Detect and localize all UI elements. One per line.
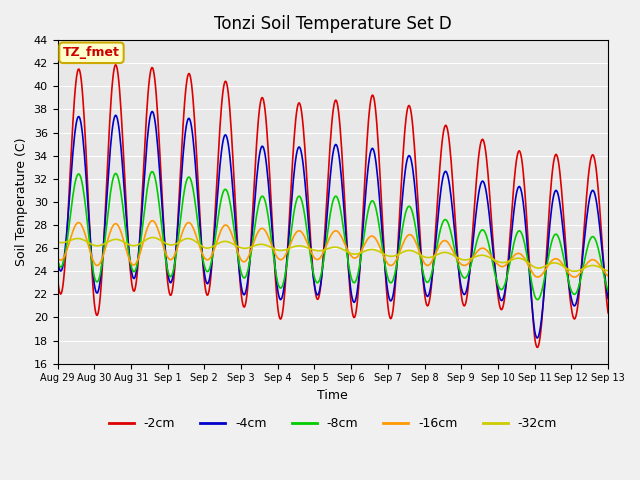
Line: -2cm: -2cm: [58, 65, 608, 348]
-4cm: [206, 274, 214, 279]
-16cm: [177, 234, 185, 240]
-8cm: [120, 215, 128, 220]
-2cm: [604, 310, 612, 316]
Line: -8cm: -8cm: [58, 172, 608, 300]
-8cm: [63, 235, 71, 241]
Title: Tonzi Soil Temperature Set D: Tonzi Soil Temperature Set D: [214, 15, 452, 33]
-4cm: [533, 335, 541, 341]
-32cm: [417, 252, 424, 258]
-8cm: [604, 288, 612, 294]
-8cm: [54, 256, 61, 262]
-8cm: [401, 215, 408, 221]
-4cm: [604, 296, 612, 301]
-8cm: [417, 256, 424, 262]
-16cm: [604, 273, 612, 279]
-2cm: [534, 345, 541, 350]
-16cm: [417, 252, 424, 258]
-16cm: [401, 238, 408, 243]
-32cm: [604, 268, 612, 274]
-16cm: [206, 255, 214, 261]
-32cm: [63, 239, 71, 244]
-4cm: [177, 181, 185, 187]
-2cm: [401, 132, 408, 138]
-32cm: [148, 235, 156, 240]
-4cm: [54, 256, 61, 262]
-8cm: [534, 297, 541, 302]
-2cm: [417, 242, 424, 248]
-8cm: [148, 169, 156, 175]
-16cm: [120, 240, 128, 245]
-32cm: [206, 245, 214, 251]
-4cm: [417, 250, 424, 255]
Y-axis label: Soil Temperature (C): Soil Temperature (C): [15, 138, 28, 266]
-8cm: [206, 265, 214, 271]
Line: -16cm: -16cm: [58, 221, 608, 277]
-2cm: [121, 179, 129, 185]
-8cm: [177, 214, 185, 219]
-32cm: [54, 239, 61, 245]
X-axis label: Time: Time: [317, 389, 348, 402]
-4cm: [120, 186, 128, 192]
-2cm: [63, 221, 71, 227]
-4cm: [401, 175, 408, 180]
-4cm: [148, 108, 156, 114]
-16cm: [54, 254, 61, 260]
-32cm: [401, 249, 408, 254]
-2cm: [177, 162, 185, 168]
-4cm: [63, 220, 71, 226]
-16cm: [148, 218, 156, 224]
-2cm: [54, 275, 61, 281]
-32cm: [120, 239, 128, 245]
Legend: -2cm, -4cm, -8cm, -16cm, -32cm: -2cm, -4cm, -8cm, -16cm, -32cm: [104, 412, 562, 435]
Line: -4cm: -4cm: [58, 111, 608, 338]
-16cm: [63, 245, 71, 251]
Text: TZ_fmet: TZ_fmet: [63, 46, 120, 60]
-16cm: [534, 274, 541, 280]
-32cm: [571, 268, 579, 274]
-2cm: [206, 282, 214, 288]
-2cm: [112, 62, 120, 68]
-32cm: [177, 238, 185, 244]
Line: -32cm: -32cm: [58, 238, 608, 271]
